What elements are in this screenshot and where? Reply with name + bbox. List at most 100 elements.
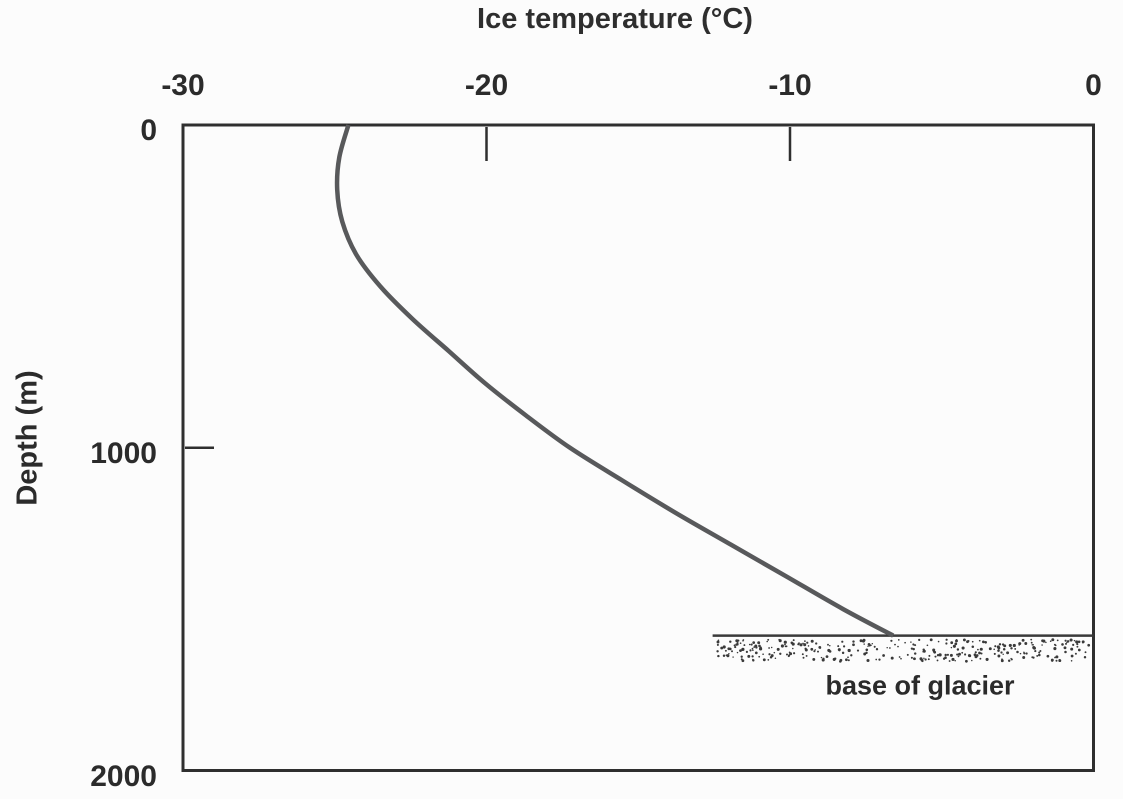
stipple-dot — [1007, 659, 1011, 662]
stipple-dot — [1001, 658, 1003, 661]
stipple-dot — [722, 654, 726, 657]
stipple-dot — [926, 644, 929, 647]
stipple-dot — [974, 655, 978, 659]
chart-title: Ice temperature (°C) — [477, 3, 753, 35]
stipple-dot — [762, 653, 764, 655]
stipple-dot — [971, 659, 973, 662]
stipple-dot — [897, 639, 900, 641]
stipple-dot — [757, 641, 761, 645]
stipple-dot — [1077, 640, 1081, 644]
stipple-dot — [1016, 650, 1019, 654]
stipple-dot — [778, 639, 782, 643]
stipple-dot — [752, 658, 754, 661]
stipple-dot — [1039, 649, 1042, 653]
y-tick-label: 0 — [140, 114, 157, 147]
stipple-dot — [1034, 650, 1037, 653]
stipple-dot — [792, 647, 794, 650]
stipple-dot — [804, 640, 806, 642]
stipple-dot — [927, 658, 930, 661]
stipple-dot — [1073, 639, 1076, 642]
stipple-dot — [910, 641, 912, 643]
stipple-dot — [956, 653, 959, 656]
stipple-dot — [967, 639, 970, 643]
stipple-dot — [865, 651, 868, 655]
stipple-dot — [1082, 641, 1084, 644]
stipple-dot — [1038, 651, 1041, 654]
stipple-dot — [865, 648, 869, 652]
stipple-dot — [918, 638, 921, 642]
stipple-dot — [839, 658, 843, 662]
stipple-dot — [742, 640, 744, 642]
stipple-dot — [716, 643, 719, 646]
stipple-dot — [985, 657, 989, 661]
stipple-dot — [950, 641, 954, 645]
stipple-dot — [739, 649, 742, 652]
stipple-dot — [1006, 651, 1010, 655]
stipple-dot — [977, 648, 979, 651]
stipple-dot — [748, 643, 751, 646]
stipple-dot — [767, 638, 770, 641]
stipple-dot — [813, 650, 816, 653]
stipple-dot — [998, 643, 1002, 646]
stipple-dot — [951, 657, 955, 661]
stipple-dot — [1061, 643, 1064, 646]
stipple-dot — [820, 656, 823, 659]
stipple-dot — [791, 642, 795, 646]
stipple-dot — [821, 658, 825, 662]
stipple-dot — [845, 658, 848, 662]
stipple-dot — [867, 645, 869, 648]
stipple-dot — [870, 644, 872, 647]
stipple-dot — [971, 645, 975, 649]
stipple-dot — [964, 653, 967, 656]
stipple-dot — [978, 639, 981, 642]
stipple-dot — [863, 643, 865, 645]
stipple-dot — [841, 640, 844, 643]
stipple-dot — [1025, 652, 1028, 655]
stipple-dot — [773, 651, 776, 654]
stipple-dot — [906, 653, 909, 656]
stipple-dot — [783, 640, 787, 644]
stipple-dot — [817, 650, 819, 653]
temperature-curve — [334, 124, 895, 638]
stipple-dot — [1063, 646, 1067, 650]
stipple-dot — [878, 658, 881, 661]
stipple-dot — [752, 649, 754, 651]
stipple-dot — [731, 650, 733, 653]
stipple-dot — [741, 647, 745, 652]
stipple-dot — [873, 645, 876, 648]
stipple-dot — [759, 647, 763, 651]
stipple-dot — [954, 660, 956, 662]
stipple-dot — [875, 648, 879, 651]
stipple-dot — [942, 657, 946, 660]
stipple-dot — [1019, 652, 1022, 655]
stipple-dot — [801, 653, 804, 656]
stipple-dot — [946, 653, 949, 656]
stipple-dot — [856, 649, 860, 652]
stipple-dot — [936, 659, 939, 662]
stipple-dot — [1038, 653, 1041, 657]
y-tick-label: 1000 — [90, 436, 157, 470]
stipple-dot — [741, 659, 745, 663]
stipple-dot — [768, 653, 771, 656]
stipple-dot — [827, 643, 829, 646]
stipple-dot — [961, 651, 964, 654]
stipple-dot — [979, 657, 982, 660]
stipple-dot — [949, 653, 953, 657]
stipple-dot — [815, 642, 818, 645]
stipple-dot — [727, 647, 731, 651]
stipple-dot — [929, 638, 933, 642]
stipple-dot — [944, 653, 947, 657]
stipple-dot — [814, 649, 816, 651]
stipple-dot — [1064, 650, 1067, 654]
stipple-dot — [728, 652, 730, 655]
stipple-dot — [1019, 642, 1022, 645]
stipple-dot — [948, 660, 951, 662]
stipple-dot — [875, 658, 878, 661]
stipple-dot — [1014, 647, 1017, 650]
stipple-dot — [997, 649, 1000, 652]
stipple-dot — [956, 648, 960, 651]
stipple-dot — [1032, 646, 1036, 650]
stipple-dot — [996, 645, 1000, 649]
stipple-dot — [847, 656, 849, 659]
